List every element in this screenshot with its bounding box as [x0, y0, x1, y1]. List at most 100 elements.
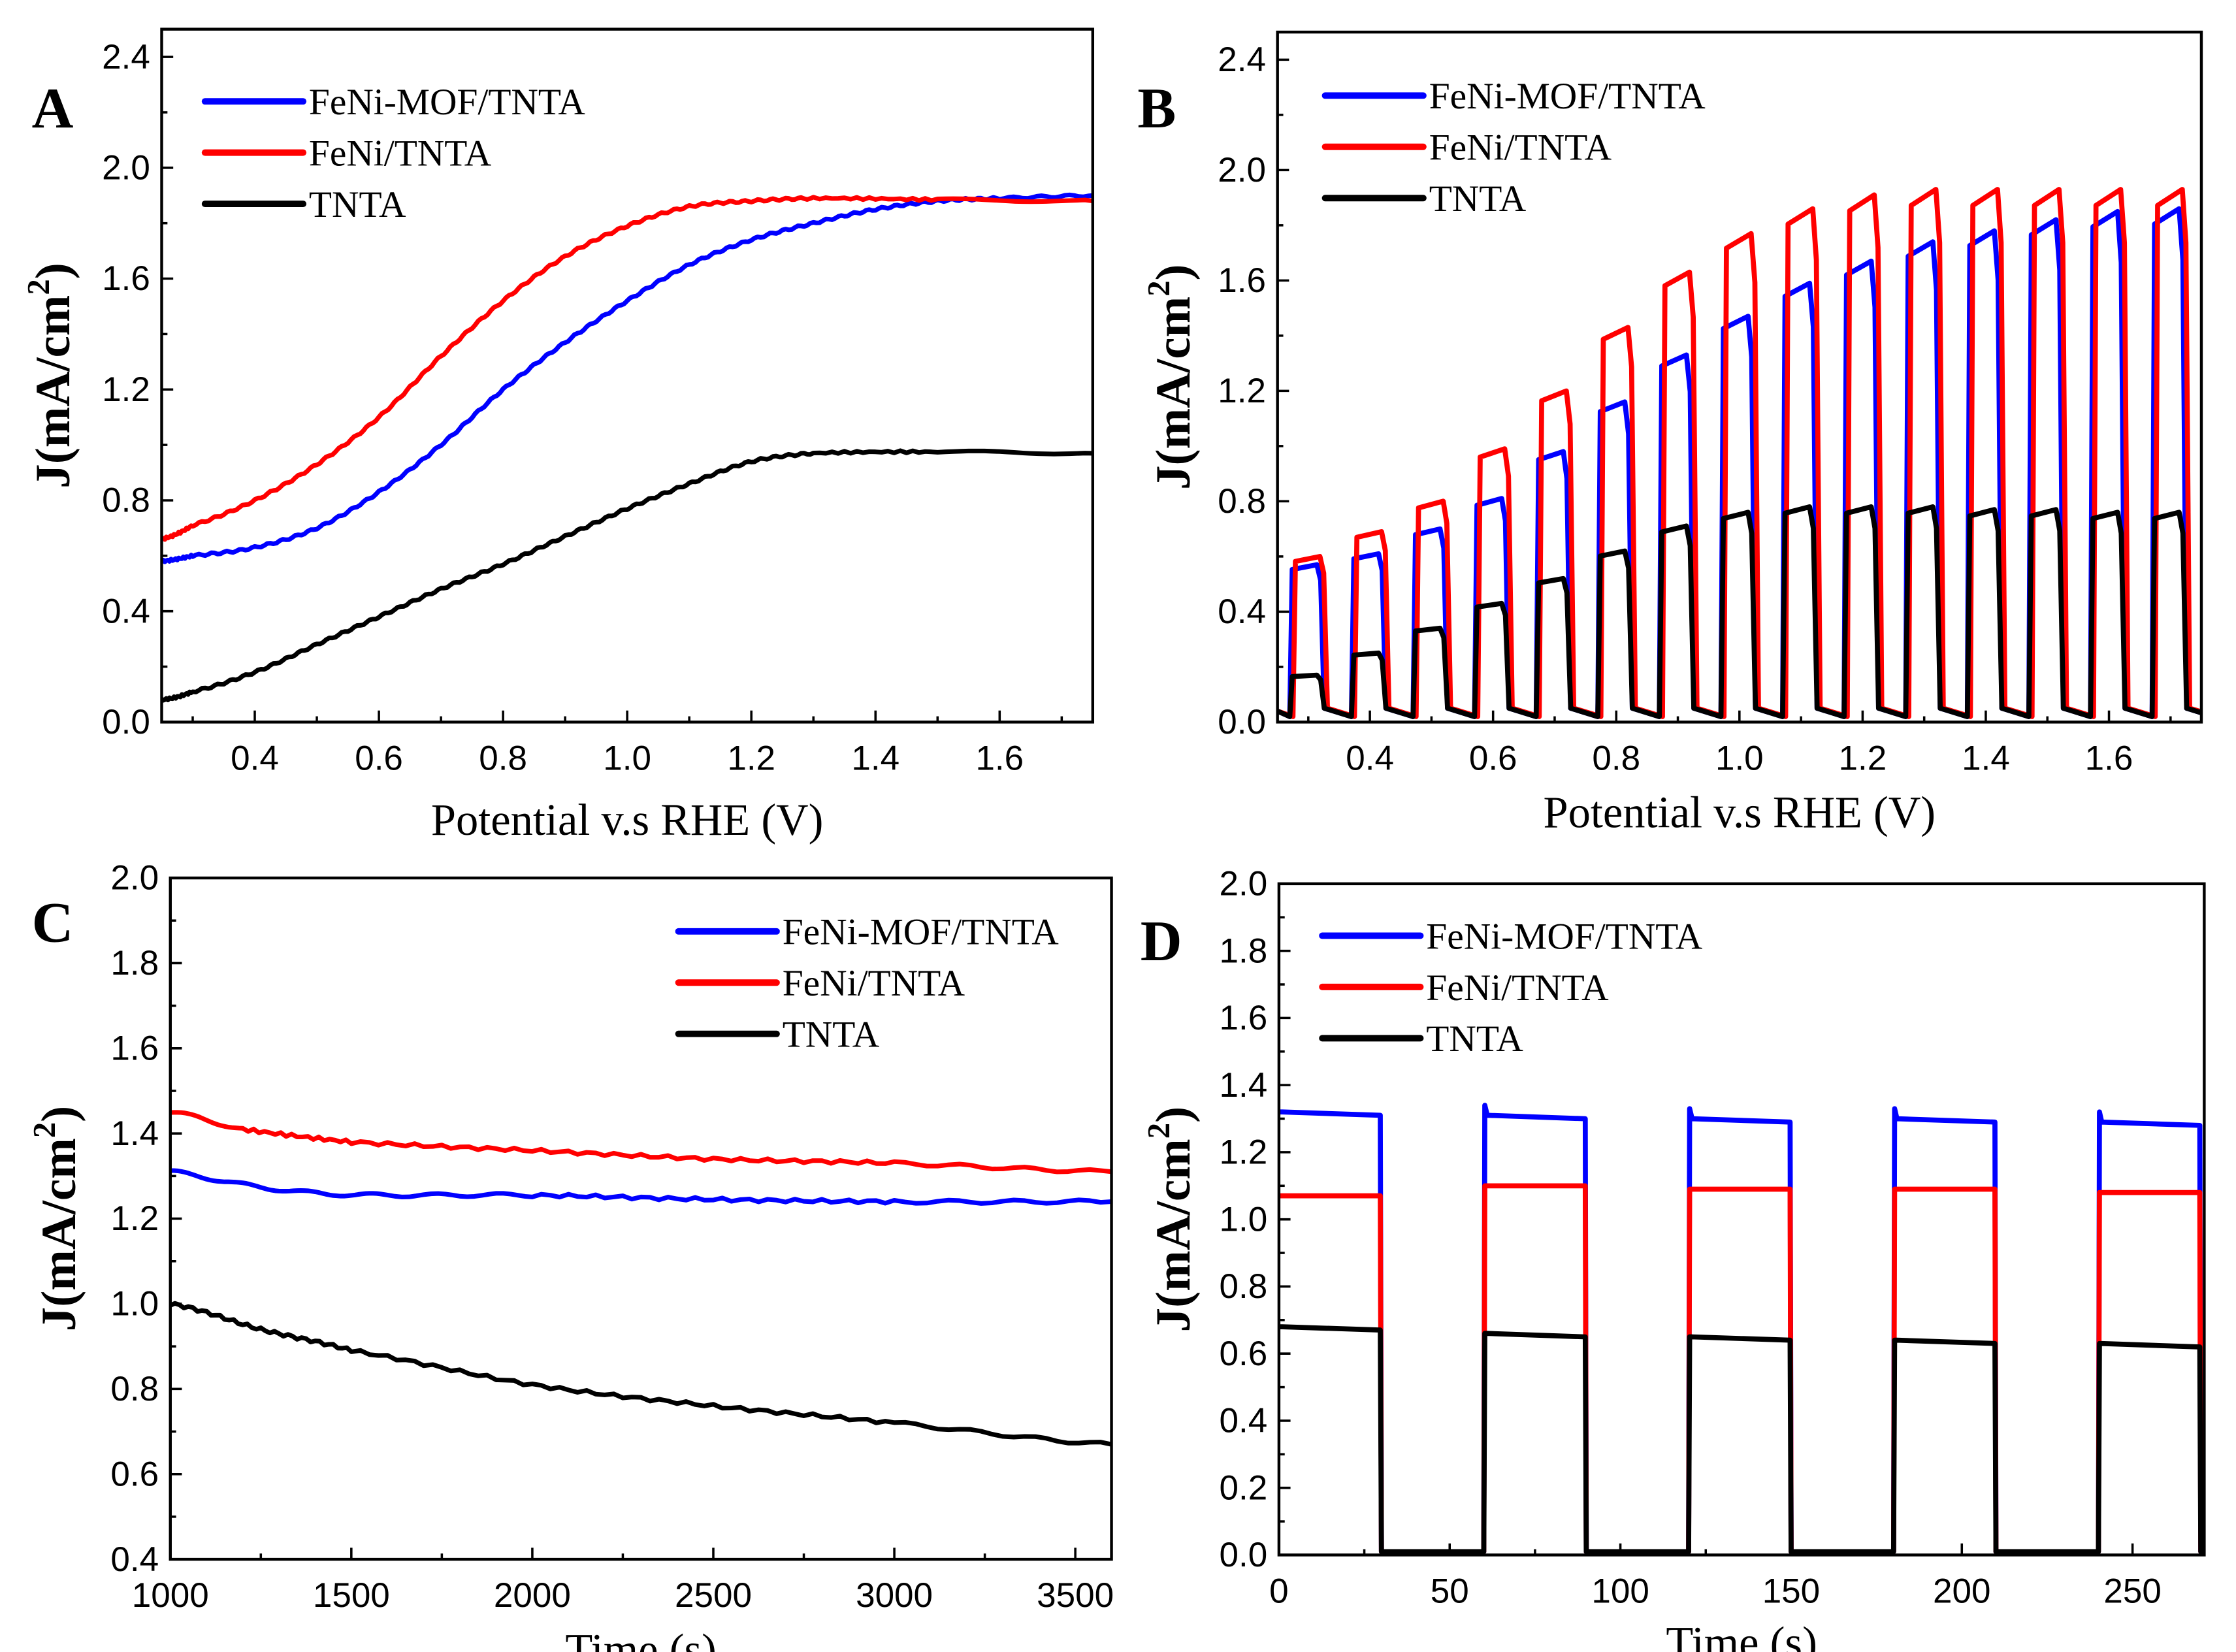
x-axis-title: Time (s): [565, 1625, 717, 1652]
y-tick-label: 0.8: [1220, 1267, 1268, 1306]
y-tick-label: 1.4: [110, 1114, 159, 1153]
x-tick-label: 1.2: [727, 739, 775, 777]
panel-label: C: [32, 890, 74, 954]
y-tick-label: 2.4: [102, 38, 150, 76]
x-tick-label: 250: [2103, 1572, 2161, 1610]
y-tick-label: 0.4: [1220, 1402, 1268, 1440]
y-tick-label: 0.4: [110, 1540, 159, 1579]
x-tick-label: 1000: [132, 1576, 209, 1615]
y-axis-title-close: ): [32, 1106, 86, 1122]
x-tick-label: 2500: [675, 1576, 752, 1615]
legend: FeNi-MOF/TNTA FeNi/TNTA TNTA: [1319, 916, 1703, 1060]
x-tick-label: 0.4: [1346, 739, 1394, 777]
y-tick-label: 0.6: [110, 1455, 159, 1493]
series-line-feni-mof-tnta: [161, 192, 1093, 564]
legend: FeNi-MOF/TNTA FeNi/TNTA TNTA: [1321, 76, 1706, 219]
panel-label: D: [1141, 909, 1182, 973]
series-line-tnta: [1278, 1324, 2205, 1555]
y-tick-label: 0.8: [110, 1370, 159, 1408]
y-tick-label: 0.8: [1218, 482, 1266, 521]
y-axis-title: J(mA/cm2): [21, 263, 80, 489]
y-tick-label: 1.6: [1220, 999, 1268, 1037]
y-tick-label: 2.4: [1218, 40, 1266, 79]
x-tick-label: 0.4: [231, 739, 279, 777]
plot-area: [161, 192, 1093, 703]
y-tick-label: 1.8: [110, 944, 159, 982]
panel-label: B: [1137, 76, 1176, 140]
x-tick-label: 50: [1431, 1572, 1469, 1610]
panel-a: 0.4 0.6 0.8 1.0 1.2 1.4 1.6 0.0 0.4 0.8 1.2 1.6 2.0 2…: [21, 27, 1095, 845]
x-axis-title: Potential v.s RHE (V): [431, 795, 824, 845]
y-axis-title-close: ): [1146, 1107, 1201, 1123]
legend-label: FeNi/TNTA: [783, 963, 965, 1004]
x-axis-title: Time (s): [1666, 1617, 1817, 1652]
legend-label: FeNi-MOF/TNTA: [309, 82, 586, 123]
x-tick-label: 0.6: [1469, 739, 1517, 777]
legend-label: FeNi-MOF/TNTA: [1429, 76, 1706, 117]
x-tick-label: 1.0: [1715, 739, 1764, 777]
y-tick-label: 2.0: [1220, 865, 1268, 903]
panel-d: 0 50 100 150 200 250 0.0 0.2 0.4 0.6 0.8 1.0 1.2 1.4 1…: [1141, 865, 2206, 1652]
legend: FeNi-MOF/TNTA FeNi/TNTA TNTA: [201, 82, 586, 225]
y-axis-title-main: J(mA/cm: [1146, 1139, 1201, 1332]
x-tick-label: 1500: [313, 1576, 390, 1615]
y-tick-label: 1.2: [102, 370, 150, 409]
series-line-feni-tnta: [161, 195, 1093, 542]
y-tick-label: 2.0: [102, 149, 150, 187]
y-tick-label: 0.4: [102, 592, 150, 630]
x-tick-label: 100: [1591, 1572, 1649, 1610]
legend-label: FeNi-MOF/TNTA: [783, 912, 1060, 953]
y-tick-label: 1.6: [102, 259, 150, 298]
legend-label: TNTA: [783, 1014, 880, 1056]
series-line-tnta: [161, 448, 1093, 703]
series-line-feni-mof-tnta: [1278, 1103, 2205, 1555]
x-tick-label: 1.2: [1839, 739, 1887, 777]
y-tick-label: 2.0: [110, 859, 159, 898]
y-tick-label: 1.2: [1220, 1133, 1268, 1172]
plot-area: [1278, 1103, 2205, 1555]
y-tick-label: 1.6: [1218, 261, 1266, 300]
x-tick-label: 200: [1933, 1572, 1990, 1610]
x-tick-label: 150: [1762, 1572, 1820, 1610]
plot-area: [170, 1110, 1112, 1447]
series-line-feni-mof-tnta: [1277, 206, 2201, 719]
series-line-feni-tnta: [1277, 187, 2201, 719]
x-tick-label: 2000: [494, 1576, 571, 1615]
y-tick-label: 1.0: [1220, 1200, 1268, 1239]
y-tick-label: 0.2: [1220, 1468, 1268, 1507]
legend: FeNi-MOF/TNTA FeNi/TNTA TNTA: [675, 912, 1060, 1056]
x-tick-label: 0: [1269, 1572, 1289, 1610]
x-tick-label: 1.6: [2085, 739, 2133, 777]
series-line-feni-tnta: [1278, 1183, 2205, 1555]
legend-label: TNTA: [1426, 1018, 1523, 1060]
y-axis-title-superscript: 2: [1141, 1123, 1176, 1139]
legend-label: FeNi/TNTA: [309, 133, 492, 174]
y-tick-label: 1.4: [1220, 1066, 1268, 1105]
x-tick-label: 0.6: [355, 739, 403, 777]
x-tick-label: 1.4: [851, 739, 899, 777]
panel-label: A: [32, 76, 74, 140]
y-tick-label: 0.6: [1220, 1335, 1268, 1373]
y-tick-label: 2.0: [1218, 151, 1266, 189]
y-tick-label: 1.2: [1218, 372, 1266, 410]
x-tick-label: 1.4: [1962, 739, 2010, 777]
x-tick-label: 0.8: [1592, 739, 1640, 777]
x-tick-label: 1.6: [975, 739, 1024, 777]
x-tick-label: 3000: [856, 1576, 933, 1615]
legend-label: FeNi/TNTA: [1429, 127, 1612, 169]
y-tick-label: 0.0: [102, 703, 150, 741]
y-tick-label: 1.0: [110, 1285, 159, 1323]
legend-label: TNTA: [1429, 178, 1527, 219]
y-axis-title: J(mA/cm2): [1141, 264, 1201, 490]
y-axis-title-superscript: 2: [21, 279, 56, 295]
y-axis-title-close: ): [1146, 264, 1201, 280]
y-tick-label: 1.6: [110, 1029, 159, 1067]
panel-b: 0.4 0.6 0.8 1.0 1.2 1.4 1.6 0.0 0.4 0.8 1.2 1.6 2.0 2…: [1137, 30, 2203, 837]
y-axis-title-superscript: 2: [27, 1122, 62, 1138]
plot-area: [1277, 187, 2201, 719]
plot-frame: [169, 876, 1113, 1561]
y-tick-label: 0.4: [1218, 592, 1266, 631]
x-axis-title: Potential v.s RHE (V): [1544, 788, 1936, 837]
x-tick-label: 3500: [1037, 1576, 1114, 1615]
